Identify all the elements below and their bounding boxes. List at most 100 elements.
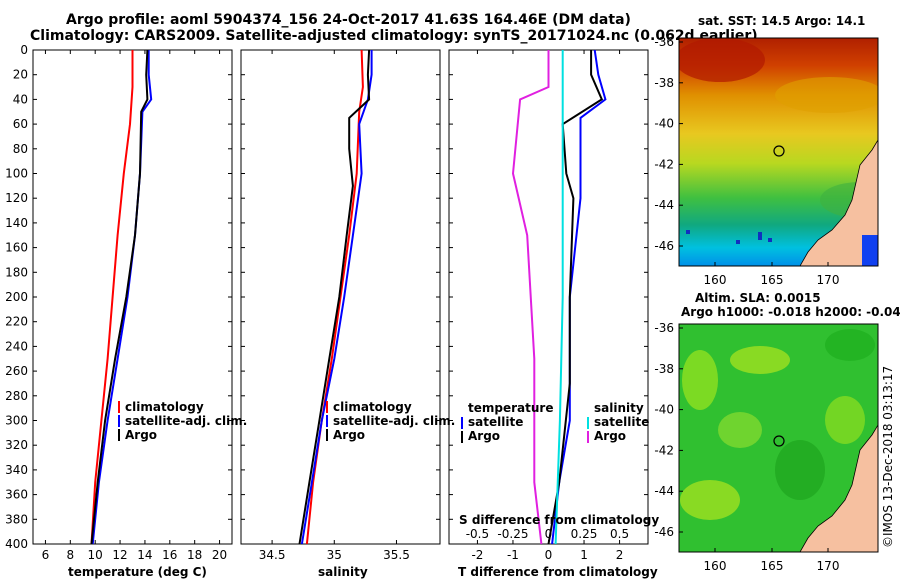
- map-lon-tick-label: 160: [704, 559, 727, 573]
- temperature-panel-frame: [32, 49, 233, 545]
- map-lon-tick-label: 165: [761, 559, 784, 573]
- map-lon-tick-label: 170: [817, 559, 840, 573]
- x-tick-label: 35: [327, 548, 342, 562]
- legend-label-satellite: satellite-adj. clim.: [125, 414, 247, 428]
- depth-tick-label: 320: [5, 438, 28, 452]
- series-line-argo: [90, 49, 149, 545]
- sla-high: [682, 350, 718, 410]
- x-tick-label: 0: [545, 548, 553, 562]
- sla-map: [679, 324, 878, 552]
- warm-band: [775, 77, 878, 113]
- sla-low: [825, 329, 875, 361]
- depth-tick-label: 280: [5, 389, 28, 403]
- sla-low: [775, 440, 825, 500]
- x-tick-label: -1: [507, 548, 519, 562]
- difference-legend: temperature satellite Argo salinity sate…: [461, 401, 649, 443]
- depth-tick-label: 120: [5, 191, 28, 205]
- depth-tick-label: 400: [5, 537, 28, 551]
- sla-high: [825, 396, 865, 444]
- depth-tick-label: 300: [5, 414, 28, 428]
- sla-map-frame: [678, 323, 879, 553]
- depth-tick-label: 100: [5, 167, 28, 181]
- series-line-satellite-adj-clim-: [91, 50, 153, 545]
- depth-tick-label: 40: [13, 92, 28, 106]
- depth-tick-label: 80: [13, 142, 28, 156]
- x-tick-label: -2: [471, 548, 483, 562]
- series-line-climatology: [90, 50, 134, 545]
- depth-axis: 0 20 40 60 80 100 120 140 160 180 200 220 240 260 280 3…: [5, 43, 648, 551]
- map-lon-tick-label: 170: [817, 273, 840, 287]
- x-tick-label: 34.5: [259, 548, 286, 562]
- legend-label-climatology: climatology: [125, 400, 204, 414]
- cold-pixel: [736, 240, 740, 244]
- temperature-legend: climatology satellite-adj. clim. Argo: [118, 400, 247, 442]
- sla-high: [730, 346, 790, 374]
- depth-tick-label: 180: [5, 265, 28, 279]
- sla-map-title-1: Altim. SLA: 0.0015: [695, 291, 821, 305]
- argo-position-marker: [773, 145, 785, 157]
- warm-patch: [679, 38, 765, 82]
- x-tick-label: 10: [88, 548, 103, 562]
- x-tick-label: 16: [162, 548, 177, 562]
- land-new-zealand: [799, 139, 878, 266]
- map-lat-tick-label: -44: [654, 198, 674, 212]
- x-tick-label: 8: [66, 548, 74, 562]
- x-tick-label: 35.5: [383, 548, 410, 562]
- depth-tick-label: 200: [5, 290, 28, 304]
- cold-water-east: [862, 235, 878, 266]
- sla-high: [718, 412, 762, 448]
- title-line-1: Argo profile: aoml 5904374_156 24-Oct-20…: [66, 12, 631, 28]
- legend-title-temperature: temperature: [468, 401, 553, 415]
- cold-pixel: [768, 238, 772, 242]
- depth-tick-label: 20: [13, 68, 28, 82]
- depth-tick-label: 140: [5, 216, 28, 230]
- legend-label-s-satellite: satellite: [594, 415, 649, 429]
- x-tick-label: 2: [616, 548, 624, 562]
- s-diff-tick-label: 0.5: [610, 527, 629, 541]
- series-line-climatology: [305, 49, 364, 545]
- map-lat-tick-label: -38: [654, 76, 674, 90]
- map-lat-tick-label: -42: [654, 157, 674, 171]
- depth-tick-label: 260: [5, 364, 28, 378]
- legend-label-argo: Argo: [333, 428, 365, 442]
- argo-position-marker: [773, 435, 785, 447]
- series-line-argo: [298, 49, 371, 545]
- cold-pixel: [758, 232, 762, 240]
- t-difference-axis-label: T difference from climatology: [458, 565, 658, 579]
- x-tick-label: 14: [137, 548, 152, 562]
- credit-text: ©IMOS 13-Dec-2018 03:13:17: [881, 366, 895, 548]
- s-diff-tick-label: -0.5: [466, 527, 489, 541]
- sla-map-title-2: Argo h1000: -0.018 h2000: -0.04: [681, 305, 900, 319]
- sst-map-frame: [678, 37, 879, 267]
- series-line-s-satellite: [554, 50, 564, 545]
- legend-label-climatology: climatology: [333, 400, 412, 414]
- series-line-t-argo: [547, 50, 604, 545]
- land-new-zealand: [799, 424, 878, 552]
- map-lat-tick-label: -46: [654, 239, 674, 253]
- difference-panel-frame: [448, 49, 649, 545]
- sla-high: [680, 480, 740, 520]
- x-tick-label: 18: [187, 548, 202, 562]
- legend-label-t-argo: Argo: [468, 429, 500, 443]
- x-tick-label: 1: [580, 548, 588, 562]
- x-tick-label: 20: [212, 548, 227, 562]
- s-diff-tick-label: 0.25: [571, 527, 598, 541]
- sst-map-title: sat. SST: 14.5 Argo: 14.1: [698, 14, 865, 28]
- map-lat-tick-label: -44: [654, 484, 674, 498]
- temperature-axis-label: temperature (deg C): [68, 565, 207, 579]
- depth-tick-label: 380: [5, 512, 28, 526]
- map-lat-tick-label: -40: [654, 403, 674, 417]
- depth-tick-label: 360: [5, 488, 28, 502]
- depth-tick-label: 220: [5, 315, 28, 329]
- series-line-t-satellite: [551, 49, 607, 545]
- legend-label-satellite: satellite-adj. clim.: [333, 414, 455, 428]
- map-lat-tick-label: -40: [654, 117, 674, 131]
- salinity-legend: climatology satellite-adj. clim. Argo: [326, 400, 455, 442]
- depth-tick-label: 60: [13, 117, 28, 131]
- map-lat-tick-label: -46: [654, 525, 674, 539]
- cold-pixel: [686, 230, 690, 234]
- map-lon-tick-label: 165: [761, 273, 784, 287]
- sst-map: [679, 38, 878, 266]
- title-line-2: Climatology: CARS2009. Satellite-adjuste…: [30, 28, 758, 44]
